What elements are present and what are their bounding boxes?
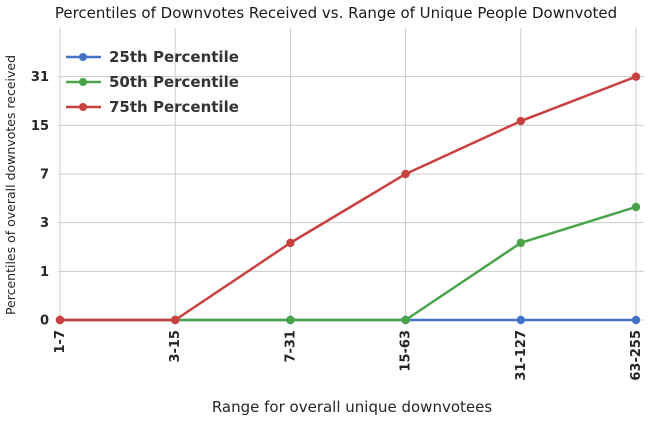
data-point — [516, 238, 525, 248]
x-tick-label: 1-7 — [53, 330, 68, 354]
chart-title: Percentiles of Downvotes Received vs. Ra… — [55, 4, 617, 22]
data-point — [171, 315, 180, 325]
legend-marker — [79, 78, 87, 86]
data-point — [631, 202, 641, 212]
legend-marker — [79, 103, 87, 111]
y-tick-label: 31 — [31, 70, 49, 85]
series-line-2 — [58, 75, 638, 322]
data-point — [401, 169, 410, 179]
x-tick-label: 63-255 — [629, 330, 644, 381]
legend-label: 75th Percentile — [109, 98, 239, 116]
grid-layer — [58, 28, 644, 321]
legend-entry: 25th Percentile — [66, 48, 239, 66]
x-axis-label: Range for overall unique downvotees — [212, 398, 493, 416]
y-tick-label: 0 — [40, 314, 49, 329]
ticks-layer: 0 1 3 7 15 31 1-7 3-15 7-31 15-63 31-127 63-255 — [31, 70, 644, 380]
legend: 25th Percentile 50th Percentile 75th Per… — [66, 48, 239, 116]
data-point — [286, 315, 295, 325]
x-tick-label: 7-31 — [283, 330, 298, 363]
y-axis-label: Percentiles of overall downvotes receive… — [3, 55, 18, 315]
series-line-1 — [58, 205, 638, 322]
data-point — [516, 116, 525, 126]
legend-entry: 75th Percentile — [66, 98, 239, 116]
y-tick-label: 1 — [40, 265, 49, 280]
data-point — [516, 315, 525, 325]
data-point — [631, 315, 641, 325]
legend-label: 25th Percentile — [109, 48, 239, 66]
series-layer — [55, 72, 641, 325]
y-tick-label: 7 — [40, 168, 49, 183]
x-tick-label: 31-127 — [514, 330, 529, 381]
data-point — [55, 315, 65, 325]
y-tick-label: 3 — [40, 216, 49, 231]
legend-entry: 50th Percentile — [66, 73, 239, 91]
data-point — [631, 72, 641, 81]
data-point — [286, 238, 295, 248]
legend-label: 50th Percentile — [109, 73, 239, 91]
y-tick-label: 15 — [31, 119, 49, 134]
x-tick-label: 3-15 — [168, 330, 183, 363]
data-point — [401, 315, 410, 325]
legend-marker — [79, 53, 87, 61]
x-tick-label: 15-63 — [399, 330, 414, 372]
